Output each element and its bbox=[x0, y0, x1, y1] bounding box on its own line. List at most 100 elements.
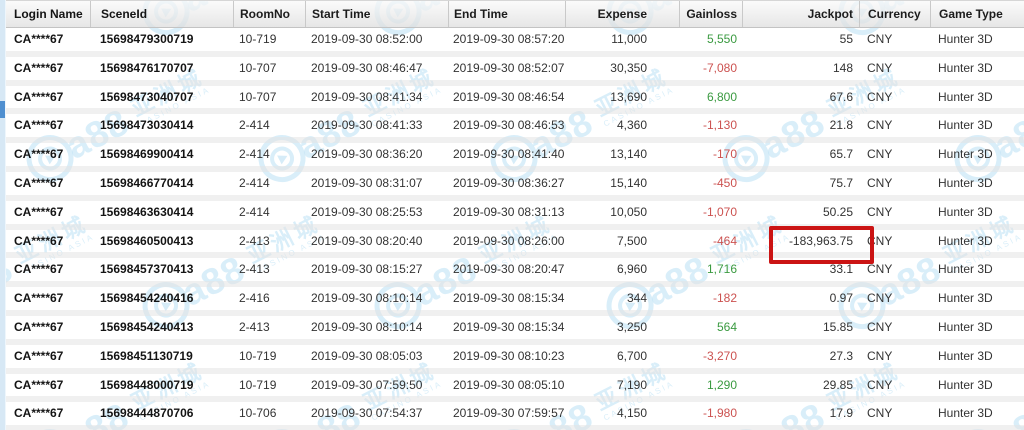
cell-gainloss: -1,980 bbox=[702, 406, 737, 421]
cell-end: 2019-09-30 08:15:34 bbox=[453, 319, 565, 334]
cell-currency: CNY bbox=[867, 377, 893, 392]
cell-roomno: 2-414 bbox=[239, 147, 270, 162]
cell-expense: 11,000 bbox=[611, 32, 647, 46]
cell-expense: 6,960 bbox=[616, 262, 647, 277]
column-header-roomno[interactable]: RoomNo bbox=[233, 1, 305, 27]
cell-gametype: Hunter 3D bbox=[938, 118, 993, 133]
cell-login: CA****67 bbox=[14, 319, 64, 334]
cell-jackpot: 75.7 bbox=[829, 175, 853, 190]
table-row[interactable]: CA****67 15698444870706 10-706 2019-09-30 0… bbox=[6, 402, 1024, 430]
cell-gainloss: 5,550 bbox=[706, 32, 737, 46]
cell-start: 2019-09-30 08:31:07 bbox=[311, 175, 423, 190]
cell-end: 2019-09-30 08:52:07 bbox=[453, 60, 565, 75]
cell-gametype: Hunter 3D bbox=[938, 32, 993, 46]
cell-gainloss: -1,130 bbox=[702, 118, 737, 133]
cell-login: CA****67 bbox=[14, 291, 64, 306]
cell-start: 2019-09-30 08:36:20 bbox=[311, 147, 423, 162]
cell-end: 2019-09-30 08:57:20 bbox=[453, 32, 565, 46]
cell-sceneid: 15698476170707 bbox=[100, 60, 194, 75]
column-header-gainloss[interactable]: Gainloss bbox=[679, 1, 742, 27]
cell-start: 2019-09-30 08:20:40 bbox=[311, 233, 423, 248]
cell-currency: CNY bbox=[867, 89, 893, 104]
cell-start: 2019-09-30 08:10:14 bbox=[311, 319, 423, 334]
cell-currency: CNY bbox=[867, 406, 893, 421]
cell-start: 2019-09-30 07:54:37 bbox=[311, 406, 423, 421]
cell-currency: CNY bbox=[867, 60, 893, 75]
table-row[interactable]: CA****67 15698457370413 2-413 2019-09-30 08… bbox=[6, 258, 1024, 288]
cell-gametype: Hunter 3D bbox=[938, 319, 993, 334]
cell-gametype: Hunter 3D bbox=[938, 262, 993, 277]
left-edge-strip bbox=[0, 0, 6, 430]
cell-login: CA****67 bbox=[14, 175, 64, 190]
table-row[interactable]: CA****67 15698454240416 2-416 2019-09-30 08… bbox=[6, 287, 1024, 316]
cell-sceneid: 15698454240416 bbox=[100, 291, 194, 306]
cell-currency: CNY bbox=[867, 319, 893, 334]
cell-start: 2019-09-30 08:41:33 bbox=[311, 118, 423, 133]
cell-expense: 7,500 bbox=[616, 233, 647, 248]
cell-end: 2019-09-30 08:05:10 bbox=[453, 377, 565, 392]
cell-start: 2019-09-30 08:41:34 bbox=[311, 89, 423, 104]
cell-gametype: Hunter 3D bbox=[938, 89, 993, 104]
table-row[interactable]: CA****67 15698473030414 2-414 2019-09-30 08… bbox=[6, 114, 1024, 144]
cell-start: 2019-09-30 08:52:00 bbox=[311, 32, 423, 46]
scroll-indicator[interactable] bbox=[0, 101, 5, 118]
cell-jackpot: 55 bbox=[839, 32, 853, 46]
cell-end: 2019-09-30 08:10:23 bbox=[453, 348, 565, 363]
cell-end: 2019-09-30 08:41:40 bbox=[453, 147, 565, 162]
cell-gainloss: -7,080 bbox=[702, 60, 737, 75]
cell-sceneid: 15698448000719 bbox=[100, 377, 194, 392]
cell-roomno: 10-719 bbox=[239, 377, 277, 392]
column-header-end[interactable]: End Time bbox=[448, 1, 565, 27]
cell-currency: CNY bbox=[867, 233, 893, 248]
cell-login: CA****67 bbox=[14, 262, 64, 277]
cell-currency: CNY bbox=[867, 291, 893, 306]
cell-sceneid: 15698469900414 bbox=[100, 147, 194, 162]
cell-sceneid: 15698457370413 bbox=[100, 262, 194, 277]
cell-end: 2019-09-30 08:46:53 bbox=[453, 118, 565, 133]
cell-login: CA****67 bbox=[14, 147, 64, 162]
cell-expense: 4,360 bbox=[616, 118, 647, 133]
table-row[interactable]: CA****67 15698448000719 10-719 2019-09-30 0… bbox=[6, 373, 1024, 403]
cell-gametype: Hunter 3D bbox=[938, 233, 993, 248]
cell-gametype: Hunter 3D bbox=[938, 204, 993, 219]
table-row[interactable]: CA****67 15698466770414 2-414 2019-09-30 08… bbox=[6, 171, 1024, 201]
cell-login: CA****67 bbox=[14, 348, 64, 363]
cell-sceneid: 15698473030414 bbox=[100, 118, 194, 133]
column-header-jackpot[interactable]: Jackpot Settlement bbox=[742, 1, 859, 27]
cell-jackpot: 0.97 bbox=[829, 291, 853, 306]
cell-end: 2019-09-30 08:20:47 bbox=[453, 262, 565, 277]
cell-roomno: 10-706 bbox=[239, 406, 277, 421]
cell-gametype: Hunter 3D bbox=[938, 60, 993, 75]
column-header-expense[interactable]: Expense bbox=[565, 1, 679, 27]
cell-gainloss: -464 bbox=[712, 233, 737, 248]
column-header-login[interactable]: Login Name bbox=[14, 7, 83, 21]
cell-jackpot: 29.85 bbox=[822, 377, 853, 392]
cell-roomno: 10-707 bbox=[239, 60, 277, 75]
cell-sceneid: 15698463630414 bbox=[100, 204, 194, 219]
table-row[interactable]: CA****67 15698479300719 10-719 2019-09-30 0… bbox=[6, 28, 1024, 57]
cell-jackpot: -183,963.75 bbox=[788, 233, 853, 248]
cell-sceneid: 15698444870706 bbox=[100, 406, 194, 421]
cell-roomno: 2-414 bbox=[239, 204, 270, 219]
cell-expense: 3,250 bbox=[616, 319, 647, 334]
table-row[interactable]: CA****67 15698451130719 10-719 2019-09-30 0… bbox=[6, 344, 1024, 374]
cell-login: CA****67 bbox=[14, 32, 64, 46]
table-row[interactable]: CA****67 15698476170707 10-707 2019-09-30 0… bbox=[6, 56, 1024, 86]
table-row[interactable]: CA****67 15698469900414 2-414 2019-09-30 08… bbox=[6, 143, 1024, 172]
cell-expense: 15,140 bbox=[610, 175, 647, 190]
table-row[interactable]: CA****67 15698473040707 10-707 2019-09-30 0… bbox=[6, 85, 1024, 115]
cell-start: 2019-09-30 08:05:03 bbox=[311, 348, 423, 363]
column-header-sceneid[interactable]: SceneId bbox=[90, 1, 233, 27]
table-row[interactable]: CA****67 15698463630414 2-414 2019-09-30 08… bbox=[6, 200, 1024, 230]
cell-gainloss: -170 bbox=[712, 147, 737, 162]
cell-start: 2019-09-30 08:25:53 bbox=[311, 204, 423, 219]
table-row[interactable]: CA****67 15698454240413 2-413 2019-09-30 08… bbox=[6, 315, 1024, 345]
column-header-currency[interactable]: Currency bbox=[859, 1, 930, 27]
column-header-start[interactable]: Start Time bbox=[305, 1, 448, 27]
column-header-gametype[interactable]: Game Type bbox=[930, 1, 1024, 27]
cell-login: CA****67 bbox=[14, 60, 64, 75]
cell-gametype: Hunter 3D bbox=[938, 406, 993, 421]
cell-roomno: 10-719 bbox=[239, 32, 277, 46]
table-row[interactable]: CA****67 15698460500413 2-413 2019-09-30 08… bbox=[6, 229, 1024, 259]
